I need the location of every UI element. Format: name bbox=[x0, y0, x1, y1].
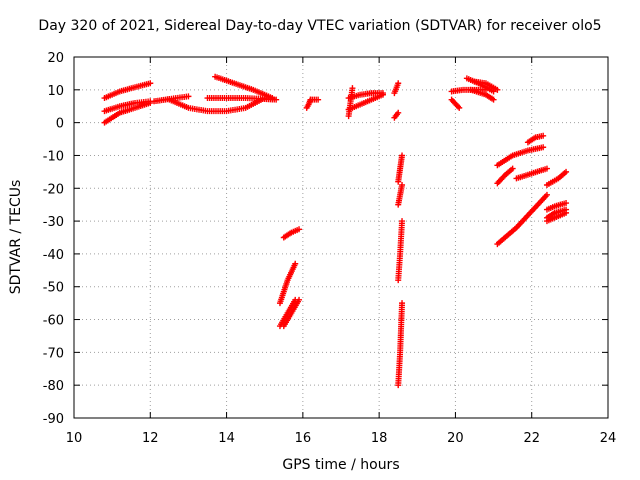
data-point bbox=[490, 96, 497, 103]
y-tick-label: 0 bbox=[56, 117, 64, 132]
y-tick-label: 10 bbox=[47, 84, 64, 99]
data-point bbox=[399, 300, 406, 307]
x-tick-label: 18 bbox=[371, 431, 388, 446]
data-point bbox=[292, 260, 299, 267]
data-point bbox=[543, 165, 550, 172]
y-tick-label: -60 bbox=[43, 314, 64, 329]
x-tick-label: 10 bbox=[66, 431, 83, 446]
x-tick-label: 20 bbox=[447, 431, 464, 446]
data-point bbox=[563, 209, 570, 216]
data-point bbox=[399, 218, 406, 225]
data-point bbox=[349, 85, 356, 92]
data-points bbox=[101, 73, 570, 389]
y-tick-label: -80 bbox=[43, 379, 64, 394]
data-point bbox=[296, 296, 303, 303]
tick-labels: 10 12 14 16 18 20 22 24 -90 -80 -70 -60 -50 -40 -30 -20… bbox=[43, 51, 617, 446]
x-tick-label: 14 bbox=[218, 431, 235, 446]
x-tick-label: 22 bbox=[523, 431, 540, 446]
data-point bbox=[315, 96, 322, 103]
y-tick-label: -10 bbox=[43, 149, 64, 164]
y-tick-label: -90 bbox=[43, 412, 64, 427]
data-point bbox=[399, 181, 406, 188]
data-point bbox=[494, 86, 501, 93]
data-point bbox=[296, 226, 303, 233]
data-point bbox=[563, 200, 570, 207]
data-point bbox=[185, 93, 192, 100]
grid bbox=[74, 57, 608, 418]
data-point bbox=[509, 165, 516, 172]
data-point bbox=[147, 99, 154, 106]
data-point bbox=[540, 144, 547, 151]
y-tick-label: -30 bbox=[43, 215, 64, 230]
data-point bbox=[269, 95, 276, 102]
data-point bbox=[543, 191, 550, 198]
chart-title: Day 320 of 2021, Sidereal Day-to-day VTE… bbox=[38, 18, 602, 34]
y-tick-label: -40 bbox=[43, 248, 64, 263]
tick-marks bbox=[73, 56, 609, 419]
data-point bbox=[379, 90, 386, 97]
plot-frame bbox=[73, 56, 609, 419]
y-axis-label: SDTVAR / TECUs bbox=[8, 179, 24, 295]
data-point bbox=[540, 132, 547, 139]
data-point bbox=[273, 96, 280, 103]
data-point bbox=[395, 80, 402, 87]
data-point bbox=[147, 80, 154, 87]
data-point bbox=[563, 168, 570, 175]
y-tick-label: -20 bbox=[43, 182, 64, 197]
x-tick-label: 16 bbox=[295, 431, 312, 446]
data-point bbox=[395, 109, 402, 116]
y-tick-label: -70 bbox=[43, 346, 64, 361]
data-point bbox=[399, 152, 406, 159]
data-point bbox=[456, 104, 463, 111]
x-tick-label: 24 bbox=[600, 431, 617, 446]
y-tick-label: 20 bbox=[47, 51, 64, 66]
x-tick-label: 12 bbox=[142, 431, 159, 446]
y-tick-label: -50 bbox=[43, 281, 64, 296]
x-axis-label: GPS time / hours bbox=[282, 457, 400, 473]
